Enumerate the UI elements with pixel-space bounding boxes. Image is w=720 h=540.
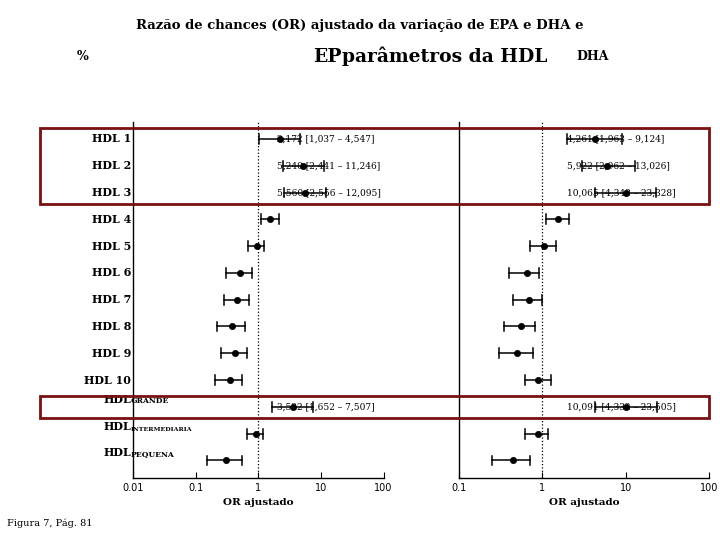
Text: parâmetros da HDL: parâmetros da HDL (342, 47, 554, 66)
Text: HDL 8: HDL 8 (91, 321, 131, 332)
Text: DHA: DHA (576, 50, 608, 63)
X-axis label: OR ajustado: OR ajustado (549, 498, 619, 507)
Text: HDL: HDL (103, 421, 131, 431)
Text: 4,261 [1,963 – 9,124]: 4,261 [1,963 – 9,124] (567, 134, 665, 144)
Text: 3,522 [1,652 – 7,507]: 3,522 [1,652 – 7,507] (277, 402, 375, 411)
Text: EP: EP (313, 48, 342, 66)
Text: 5,922 [2,962 – 13,026]: 5,922 [2,962 – 13,026] (567, 161, 670, 170)
Text: HDL: HDL (103, 394, 131, 404)
Text: Figura 7, Pág. 81: Figura 7, Pág. 81 (7, 518, 93, 528)
Text: 10,091 [4,332 – 23,505]: 10,091 [4,332 – 23,505] (567, 402, 676, 411)
Text: 10,065 [4,343 – 23,328]: 10,065 [4,343 – 23,328] (567, 188, 676, 197)
Text: 5,240 [2,441 – 11,246]: 5,240 [2,441 – 11,246] (277, 161, 380, 170)
Text: HDL 4: HDL 4 (91, 214, 131, 225)
Text: GRANDE: GRANDE (131, 397, 169, 404)
Text: PEQUENA: PEQUENA (131, 450, 175, 458)
Text: HDL: HDL (103, 447, 131, 458)
Text: HDL 9: HDL 9 (91, 348, 131, 359)
Text: HDL 3: HDL 3 (91, 187, 131, 198)
Text: 5,560 [2,556 – 12,095]: 5,560 [2,556 – 12,095] (277, 188, 381, 197)
Text: HDL 7: HDL 7 (91, 294, 131, 305)
Text: HDL 10: HDL 10 (84, 375, 131, 386)
Text: HDL 5: HDL 5 (91, 241, 131, 252)
Text: Razão de chances (OR) ajustado da variação de EPA e DHA e: Razão de chances (OR) ajustado da variaç… (136, 19, 584, 32)
Text: HDL 2: HDL 2 (91, 160, 131, 171)
Text: HDL 1: HDL 1 (91, 133, 131, 144)
Text: HDL 6: HDL 6 (91, 267, 131, 279)
Text: INTERMEDIARIA: INTERMEDIARIA (131, 427, 193, 431)
Text: 2,172 [1,037 – 4,547]: 2,172 [1,037 – 4,547] (277, 134, 375, 144)
Text: %: % (77, 50, 89, 63)
X-axis label: OR ajustado: OR ajustado (223, 498, 294, 507)
